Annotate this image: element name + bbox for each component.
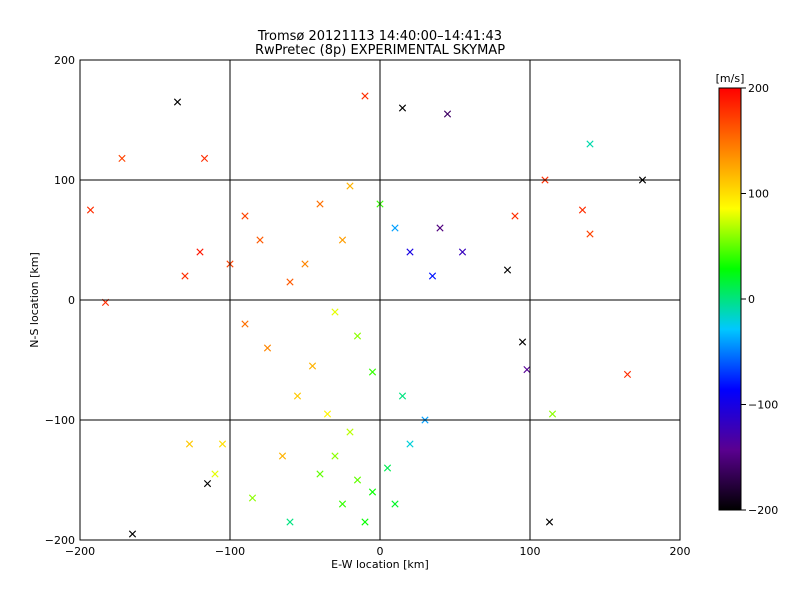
data-point	[523, 366, 531, 374]
y-axis: −200 −100 0 100 200	[45, 54, 75, 547]
data-point	[361, 518, 369, 526]
colorbar-tick-label: 200	[748, 82, 769, 95]
data-point	[241, 320, 249, 328]
data-point	[200, 154, 209, 162]
plot-area	[79, 59, 681, 541]
data-point	[346, 428, 354, 436]
data-point	[263, 344, 272, 352]
colorbar-tick-label: 100	[748, 188, 769, 201]
data-point	[293, 392, 302, 400]
data-point	[361, 92, 369, 100]
y-tick-label: −200	[45, 534, 75, 547]
data-point	[428, 272, 437, 280]
colorbar-label: [m/s]	[716, 72, 745, 85]
colorbar-gradient	[718, 87, 742, 511]
data-point	[406, 248, 414, 256]
data-point	[331, 452, 339, 460]
data-point	[586, 230, 594, 238]
colorbar: [m/s] 200 100 0 −100 −200	[716, 72, 779, 517]
data-point	[458, 248, 467, 256]
data-point	[316, 200, 324, 208]
plot-frame	[79, 59, 681, 541]
y-tick-label: −100	[45, 414, 75, 427]
data-point	[118, 154, 126, 162]
chart-title: Tromsø 20121113 14:40:00–14:41:43	[257, 29, 502, 44]
data-point	[286, 278, 294, 286]
data-point	[241, 212, 249, 220]
data-point	[338, 500, 347, 508]
data-point	[211, 470, 219, 478]
data-point	[623, 370, 632, 378]
data-point	[383, 464, 392, 472]
data-point	[346, 182, 354, 190]
data-point	[586, 140, 594, 148]
data-point	[548, 410, 557, 418]
x-axis: −200 −100 0 100 200	[65, 545, 691, 558]
colorbar-tick-label: −200	[748, 504, 778, 517]
data-point	[368, 488, 377, 496]
x-tick-label: 0	[377, 545, 384, 558]
y-tick-label: 200	[54, 54, 75, 67]
x-tick-label: −200	[65, 545, 95, 558]
data-point	[203, 480, 212, 488]
data-point	[308, 362, 317, 370]
data-point	[278, 452, 287, 460]
data-point	[391, 224, 399, 232]
data-point	[128, 530, 137, 538]
data-point	[398, 104, 407, 112]
data-point	[368, 368, 377, 376]
data-point	[173, 98, 182, 106]
data-point	[181, 272, 189, 280]
data-point	[578, 206, 587, 214]
data-point	[185, 440, 194, 448]
x-tick-label: 200	[670, 545, 691, 558]
data-point	[316, 470, 324, 478]
data-point	[286, 518, 294, 526]
chart-subtitle: RwPretec (8p) EXPERIMENTAL SKYMAP	[255, 43, 505, 58]
data-point	[391, 500, 399, 508]
y-tick-label: 100	[54, 174, 75, 187]
y-tick-label: 0	[68, 294, 75, 307]
x-axis-label: E-W location [km]	[331, 558, 429, 571]
y-axis-label: N-S location [km]	[28, 252, 41, 348]
data-point	[406, 440, 414, 448]
data-point	[331, 308, 339, 316]
data-point	[503, 266, 512, 274]
data-point	[518, 338, 527, 346]
data-point	[256, 236, 264, 244]
data-point	[353, 476, 362, 484]
colorbar-tick-label: −100	[748, 399, 778, 412]
data-point	[545, 518, 554, 526]
data-point	[86, 206, 95, 214]
data-point	[436, 224, 444, 232]
colorbar-tick-label: 0	[748, 293, 755, 306]
data-point	[323, 410, 332, 418]
data-point	[248, 494, 257, 502]
data-point	[196, 248, 204, 256]
data-point	[338, 236, 347, 244]
x-tick-label: 100	[520, 545, 541, 558]
data-point	[511, 212, 519, 220]
data-point	[398, 392, 407, 400]
data-point	[353, 332, 362, 340]
x-tick-label: −100	[215, 545, 245, 558]
data-point	[443, 110, 452, 118]
data-point	[218, 440, 227, 448]
data-point	[301, 260, 309, 268]
